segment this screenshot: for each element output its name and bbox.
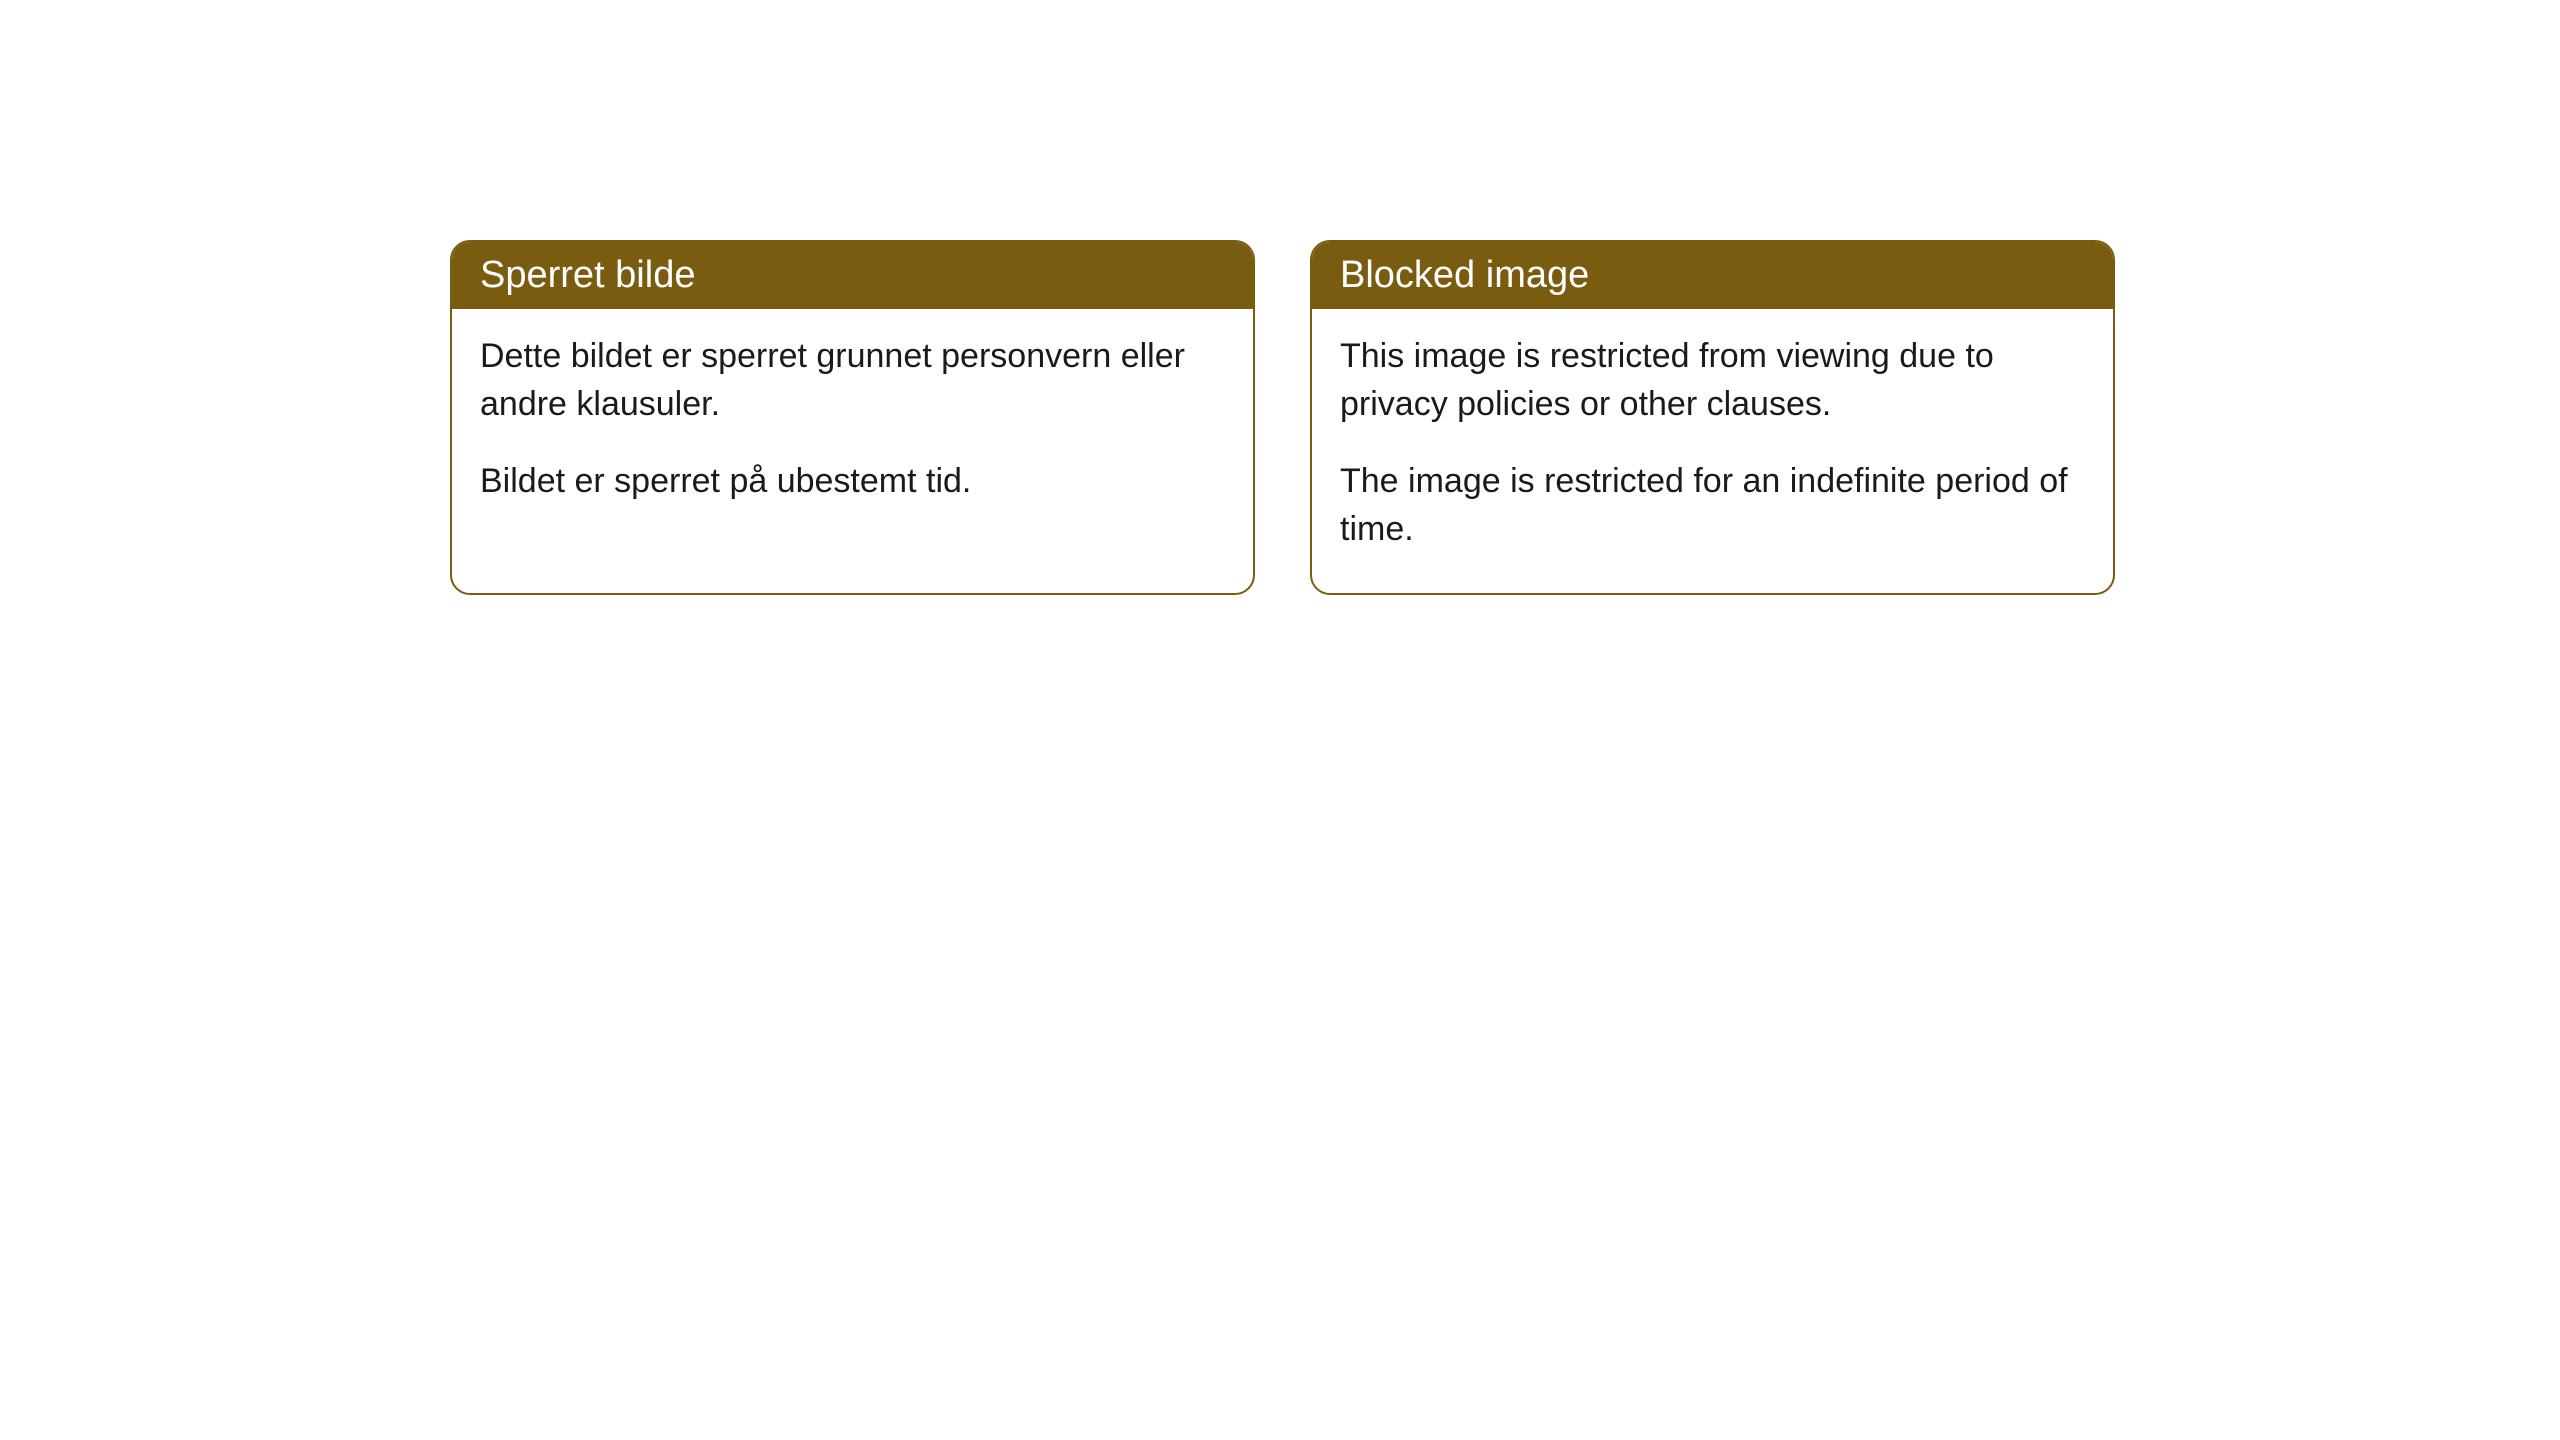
card-body-en: This image is restricted from viewing du…	[1312, 309, 2113, 593]
card-paragraph-en-1: This image is restricted from viewing du…	[1340, 333, 2085, 428]
card-header-no: Sperret bilde	[452, 242, 1253, 309]
blocked-image-card-en: Blocked image This image is restricted f…	[1310, 240, 2115, 595]
cards-container: Sperret bilde Dette bildet er sperret gr…	[0, 0, 2560, 595]
card-paragraph-en-2: The image is restricted for an indefinit…	[1340, 458, 2085, 553]
card-paragraph-no-2: Bildet er sperret på ubestemt tid.	[480, 458, 1225, 506]
card-header-en: Blocked image	[1312, 242, 2113, 309]
card-paragraph-no-1: Dette bildet er sperret grunnet personve…	[480, 333, 1225, 428]
card-body-no: Dette bildet er sperret grunnet personve…	[452, 309, 1253, 546]
card-title-en: Blocked image	[1340, 254, 1589, 296]
card-title-no: Sperret bilde	[480, 254, 695, 296]
blocked-image-card-no: Sperret bilde Dette bildet er sperret gr…	[450, 240, 1255, 595]
